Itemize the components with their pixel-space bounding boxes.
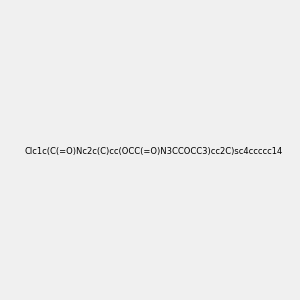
Text: Clc1c(C(=O)Nc2c(C)cc(OCC(=O)N3CCOCC3)cc2C)sc4ccccc14: Clc1c(C(=O)Nc2c(C)cc(OCC(=O)N3CCOCC3)cc2…: [25, 147, 283, 156]
